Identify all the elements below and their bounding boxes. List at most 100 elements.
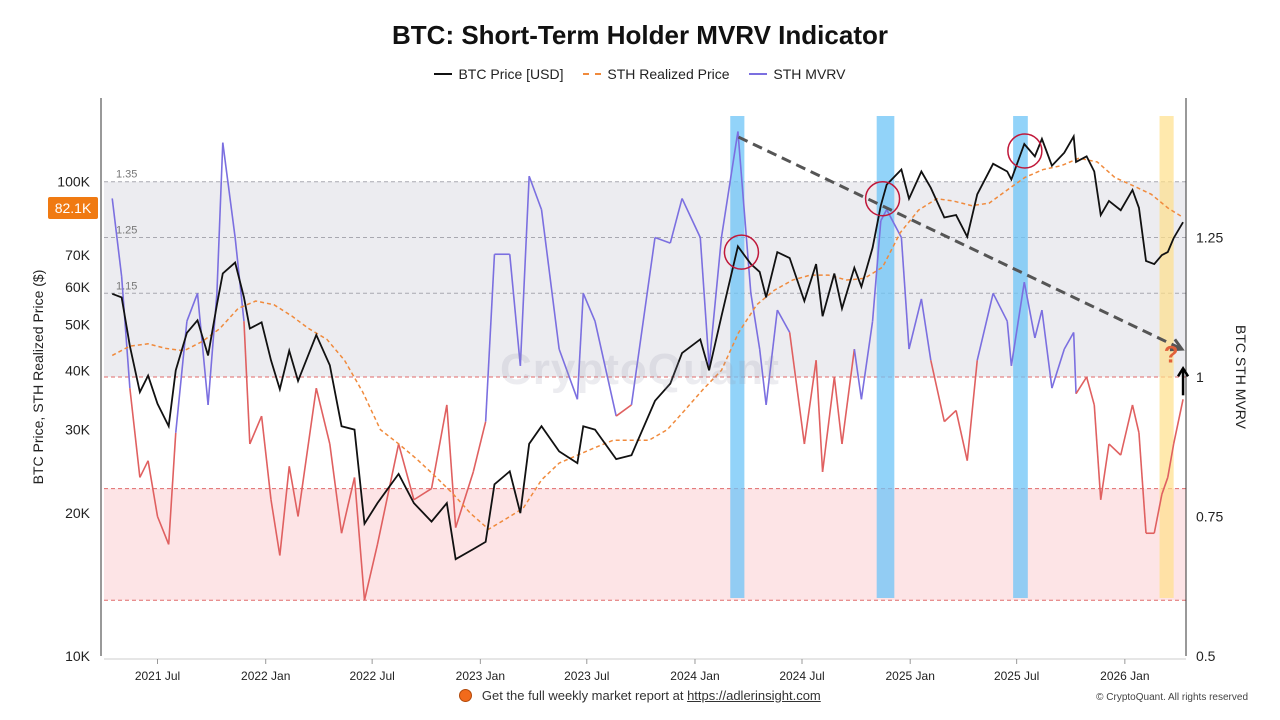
mvrv-segment-80 [1041,309,1053,389]
mvrv-segment-84 [1075,376,1088,395]
right-tick-label-0: 0.5 [1196,648,1216,664]
mvrv-segment-52 [750,293,761,350]
x-tick-label-3: 2023 Jan [456,669,505,683]
mvrv-segment-95 [1166,443,1175,478]
x-tick-label-0: 2021 Jul [135,669,180,683]
mvrv-segment-78 [1023,281,1036,339]
mvrv-segment-25 [363,544,379,601]
left-tick-label-0: 10K [65,648,91,664]
left-tick-label-8: 100K [57,174,90,190]
mvrv-segment-12 [221,142,236,238]
mvrv-segment-38 [540,209,560,350]
legend-swatch-sth-mvrv [749,73,768,75]
mvrv-segment-16 [260,415,272,500]
mvrv-segment-29 [430,404,448,489]
legend-item-sth-mvrv[interactable]: STH MVRV [749,66,846,82]
legend-label-btc-price: BTC Price [USD] [458,66,564,82]
legend-item-btc-price[interactable]: BTC Price [USD] [434,66,563,82]
current-price-badge: 82.1K [48,197,98,219]
sth-realized-line [111,157,1184,531]
mvrv-segment-83 [1072,332,1077,394]
mvrv-segment-73 [966,360,979,461]
mvrv-segment-60 [833,376,843,445]
mvrv-segment-6 [167,432,177,545]
left-tick-label-1: 20K [65,505,91,521]
mvrv-segment-49 [708,237,723,366]
x-tick-label-2: 2022 Jul [349,669,394,683]
chart-title: BTC: Short-Term Holder MVRV Indicator [392,20,888,50]
mvrv-segment-71 [943,409,957,423]
mvrv-segment-61 [841,348,856,445]
left-tick-label-4: 50K [65,316,91,332]
mvrv-segment-39 [558,348,579,400]
mvrv-segment-89 [1119,404,1134,456]
highlight-blue-1 [876,116,895,598]
mvrv-segment-8 [186,293,199,322]
highlight-yellow-3 [1159,116,1174,598]
mvrv-segment-82 [1063,331,1075,350]
mvrv-segment-44 [630,237,656,406]
mvrv-segment-19 [288,466,299,517]
mvrv-segment-0 [111,198,123,277]
x-tick-label-9: 2026 Jan [1100,669,1149,683]
left-tick-label-2: 30K [65,422,91,438]
mvrv-segment-62 [853,348,863,400]
left-tick-label-6: 70K [65,247,91,263]
mvrv-segment-59 [821,376,836,472]
mvrv-segment-36 [519,176,530,366]
mvrv-segment-37 [528,175,543,210]
mvrv-segment-48 [699,237,710,366]
left-tick-label-3: 40K [65,362,91,378]
mvrv-segment-17 [270,499,281,556]
legend-swatch-btc-price [434,73,453,75]
mvrv-segment-24 [353,477,366,601]
mvrv-segment-51 [737,131,752,294]
level-label-1: 1.25 [116,225,137,237]
mvrv-segment-50 [720,131,739,238]
peak-circle-2 [1007,133,1043,169]
mvrv-segment-94 [1161,477,1169,495]
mvrv-segment-23 [340,477,356,534]
mvrv-segment-56 [788,332,806,445]
peak-circle-1 [864,180,901,217]
mvrv-segment-14 [243,321,251,444]
report-link[interactable]: https://adlerinsight.com [687,688,821,703]
mvrv-segment-90 [1131,404,1140,433]
mvrv-segment-53 [758,349,767,405]
mvrv-segment-3 [139,460,149,478]
trend-arrow-line [737,135,1183,351]
mvrv-segment-47 [681,198,702,238]
legend-item-sth-realized[interactable]: STH Realized Price [583,66,730,82]
mvrv-segment-67 [900,237,910,350]
mvrv-segment-54 [765,309,779,405]
mvrv-segment-4 [147,460,159,517]
mvrv-segment-63 [860,321,874,400]
mvrv-segment-77 [1010,282,1026,366]
right-tick-label-2: 1 [1196,369,1204,385]
mvrv-segment-21 [315,387,331,445]
mvrv-segment-87 [1099,443,1110,500]
mvrv-segment-70 [930,360,946,422]
mvrv-segment-40 [576,293,585,400]
mvrv-segment-68 [908,298,923,350]
mvrv-segment-42 [594,321,617,417]
mvrv-segment-45 [654,236,671,244]
mvrv-segment-30 [446,404,457,528]
mvrv-segment-15 [249,415,263,445]
mvrv-segment-74 [976,293,994,361]
x-tick-label-1: 2022 Jan [241,669,290,683]
report-logo-icon [459,689,473,702]
mvrv-segment-72 [955,410,969,461]
right-axis-title: BTC STH MVRV [1233,325,1249,430]
band-gray-0 [104,181,1186,377]
mvrv-segment-55 [776,309,791,333]
mvrv-segment-31 [454,471,475,528]
legend-swatch-sth-realized [583,73,602,75]
mvrv-segment-75 [992,292,1008,322]
mvrv-segment-93 [1153,494,1163,534]
x-tick-label-5: 2024 Jan [670,669,719,683]
mvrv-segment-85 [1085,376,1096,406]
mvrv-segment-43 [615,404,632,417]
right-tick-label-3: 1.25 [1196,230,1223,246]
